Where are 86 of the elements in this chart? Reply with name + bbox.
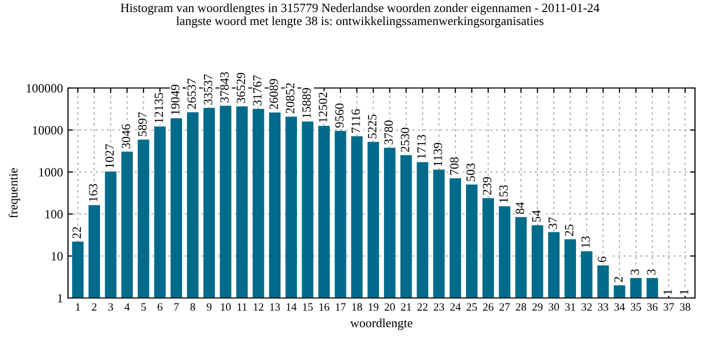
x-axis-title: woordlengte: [350, 318, 412, 330]
x-tick-label: 10: [220, 303, 231, 311]
data-label: 12502: [318, 92, 328, 122]
x-tick-label: 25: [466, 303, 477, 311]
data-label: 3046: [122, 124, 130, 148]
x-tick-label: 30: [548, 303, 559, 311]
x-tick-label: 31: [565, 303, 576, 311]
data-label: 5225: [368, 114, 376, 138]
data-label: 1: [663, 290, 672, 294]
data-label: 708: [450, 157, 458, 175]
x-tick-label: 4: [124, 303, 130, 311]
data-label: 163: [88, 184, 98, 202]
x-tick-label: 13: [270, 303, 280, 311]
x-tick-label: 9: [206, 303, 212, 311]
x-tick-label: 23: [434, 303, 444, 311]
data-label: 2530: [400, 128, 410, 152]
data-label: 25: [564, 224, 574, 236]
x-tick-label: 11: [238, 303, 247, 311]
x-tick-label: 18: [352, 303, 362, 311]
data-label: 503: [466, 163, 475, 182]
y-tick-label: 1000: [39, 168, 63, 176]
data-label: 7116: [352, 109, 360, 133]
x-tick-label: 29: [532, 303, 543, 311]
data-label: 1: [680, 290, 688, 294]
x-tick-label: 33: [598, 303, 608, 311]
x-tick-label: 8: [190, 303, 196, 311]
data-label: 37: [548, 217, 557, 229]
chart-subtitle: langste woord met lengte 38 is: ontwikkelingssamenwerkingsorganisaties: [176, 16, 544, 28]
x-tick-label: 5: [141, 303, 146, 311]
data-label: 3780: [384, 120, 393, 144]
x-tick-label: 2: [92, 303, 96, 311]
data-label: 37843: [220, 72, 229, 102]
data-label: 84: [516, 202, 524, 214]
y-tick-label: 1: [58, 294, 62, 302]
y-tick-label: 10: [52, 252, 63, 260]
data-label: 13: [581, 236, 590, 248]
x-tick-label: 37: [664, 303, 674, 311]
data-label: 9560: [335, 104, 344, 128]
data-label: 20852: [286, 83, 294, 114]
x-tick-label: 21: [401, 303, 412, 311]
data-label: 15889: [302, 88, 311, 118]
data-label: 12135: [154, 92, 164, 123]
data-label: 2: [614, 277, 623, 282]
x-tick-label: 20: [384, 303, 395, 311]
x-tick-label: 32: [582, 303, 592, 311]
data-label: 3: [647, 269, 656, 275]
x-tick-label: 34: [614, 303, 625, 311]
chart-title: Histogram van woordlengtes in 315779 Nederlandse woorden zonder eigennamen - 2011-01-24: [120, 3, 600, 15]
x-tick-label: 27: [500, 303, 510, 311]
data-label: 22: [72, 227, 81, 238]
x-tick-label: 14: [286, 303, 297, 311]
data-label: 54: [532, 210, 541, 222]
x-tick-label: 15: [303, 303, 313, 311]
x-tick-label: 12: [254, 303, 264, 311]
data-label: 3: [630, 269, 640, 275]
data-label: 31767: [253, 75, 262, 106]
x-tick-label: 1: [76, 303, 80, 311]
x-tick-label: 24: [450, 303, 461, 311]
x-tick-label: 16: [319, 303, 330, 311]
y-tick-label: 10000: [32, 126, 63, 134]
data-label: 26537: [187, 78, 196, 109]
data-label: 26089: [270, 78, 278, 110]
x-tick-label: 22: [417, 303, 428, 311]
data-label: 153: [499, 185, 508, 202]
data-label: 33537: [204, 74, 212, 105]
y-tick-label: 100: [45, 210, 63, 218]
x-tick-label: 7: [174, 303, 179, 311]
x-tick-label: 6: [158, 303, 162, 311]
data-label: 239: [482, 177, 492, 195]
data-label: 19049: [171, 84, 180, 114]
x-tick-label: 28: [516, 303, 526, 311]
data-label: 1139: [434, 142, 442, 166]
x-tick-label: 38: [680, 303, 690, 311]
data-label: 5897: [138, 112, 147, 136]
x-tick-label: 19: [368, 303, 378, 311]
y-tick-label: 100000: [26, 84, 63, 92]
data-label: 36529: [236, 72, 246, 103]
y-axis-title: frequentie: [8, 168, 20, 218]
data-label: 1713: [417, 134, 426, 158]
data-label: 6: [598, 256, 606, 262]
x-tick-label: 35: [630, 303, 642, 311]
x-tick-label: 36: [647, 303, 658, 311]
data-label: 1027: [105, 144, 114, 168]
x-tick-label: 26: [483, 303, 494, 311]
x-tick-label: 3: [108, 303, 114, 311]
x-tick-label: 17: [336, 303, 346, 311]
